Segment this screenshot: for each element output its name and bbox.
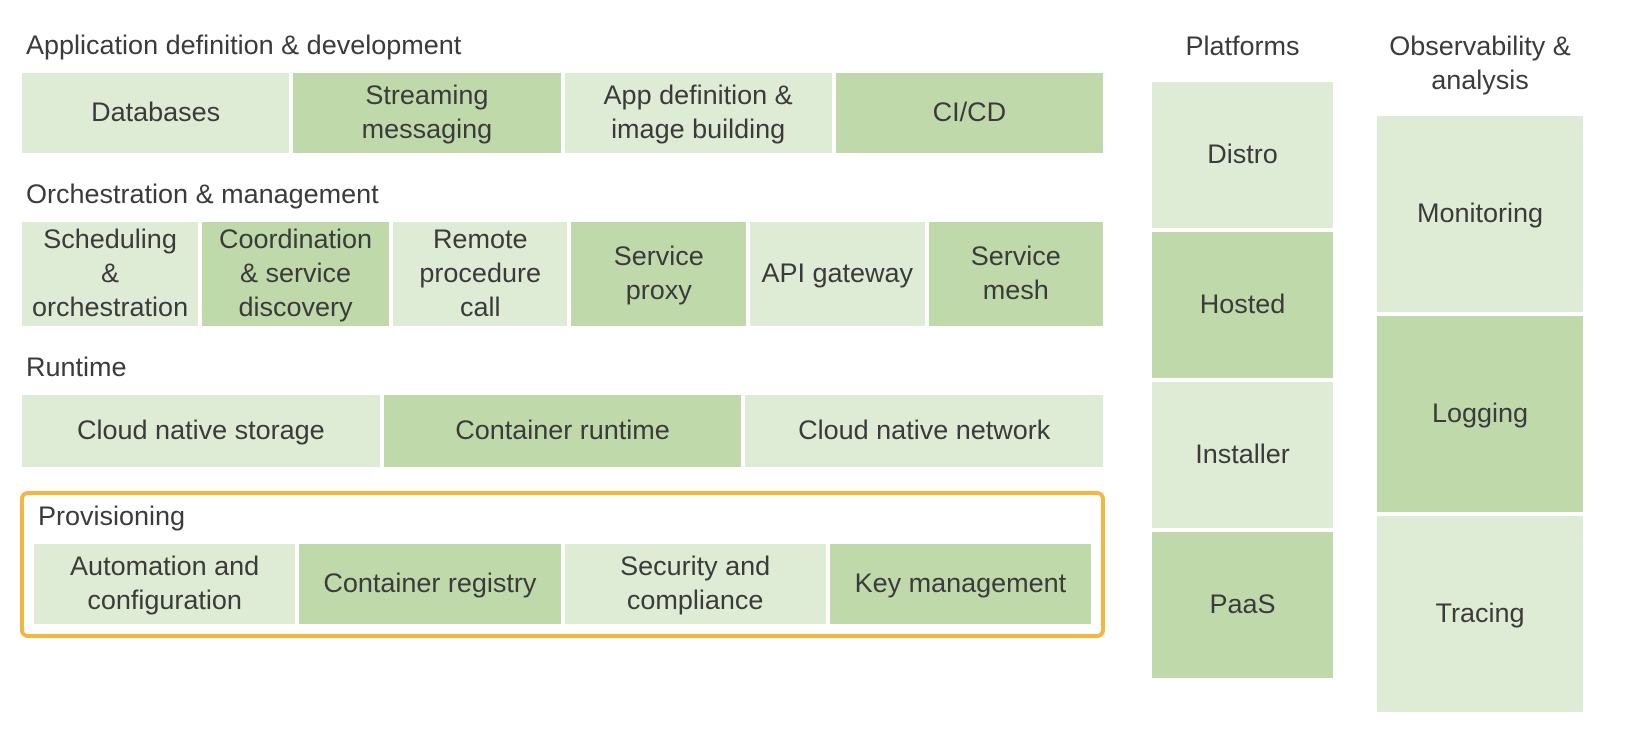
section: Runtime Cloud native storageContainer run… (20, 352, 1105, 469)
section-title: Application definition & development (26, 30, 1105, 61)
cell: Security and compliance (563, 542, 828, 626)
section-row: DatabasesStreaming messagingApp definiti… (20, 71, 1105, 155)
cell: Scheduling & orchestration (20, 220, 200, 328)
left-column: Application definition & development Data… (20, 30, 1105, 718)
cell: API gateway (748, 220, 927, 328)
vertical-cell: Hosted (1150, 230, 1335, 380)
vertical-column: Observability & analysis MonitoringLoggin… (1375, 30, 1585, 718)
vertical-cell: Installer (1150, 380, 1335, 530)
section-title: Runtime (26, 352, 1105, 383)
cell: Container registry (297, 542, 562, 626)
vertical-cell: Logging (1375, 314, 1585, 514)
section-title: Orchestration & management (26, 179, 1105, 210)
cell: Container runtime (382, 393, 744, 469)
cell: Cloud native storage (20, 393, 382, 469)
vertical-stack: DistroHostedInstallerPaaS (1150, 80, 1335, 680)
vertical-cell: Distro (1150, 80, 1335, 230)
vertical-cell: Monitoring (1375, 114, 1585, 314)
section: Application definition & development Data… (20, 30, 1105, 155)
vertical-column-title: Observability & analysis (1375, 30, 1585, 98)
vertical-column-title: Platforms (1150, 30, 1335, 64)
section: Orchestration & management Scheduling & o… (20, 179, 1105, 328)
cell: Streaming messaging (291, 71, 562, 155)
vertical-stack: MonitoringLoggingTracing (1375, 114, 1585, 714)
cell: Databases (20, 71, 291, 155)
right-columns: PlatformsDistroHostedInstallerPaaSObserv… (1150, 30, 1585, 718)
vertical-column: Platforms DistroHostedInstallerPaaS (1150, 30, 1335, 718)
section-row: Automation and configurationContainer re… (32, 542, 1093, 626)
cell: Service proxy (569, 220, 748, 328)
cell: App definition & image building (563, 71, 834, 155)
cell: Cloud native network (743, 393, 1105, 469)
cell: CI/CD (834, 71, 1105, 155)
diagram-canvas: Application definition & development Data… (0, 0, 1634, 738)
vertical-cell: PaaS (1150, 530, 1335, 680)
section-title: Provisioning (38, 501, 1093, 532)
section-row: Scheduling & orchestrationCoordination &… (20, 220, 1105, 328)
cell: Service mesh (927, 220, 1106, 328)
vertical-cell: Tracing (1375, 514, 1585, 714)
cell: Remote procedure call (391, 220, 570, 328)
cell: Automation and configuration (32, 542, 297, 626)
highlighted-section: Provisioning Automation and configuration… (20, 491, 1105, 638)
section-row: Cloud native storageContainer runtimeClo… (20, 393, 1105, 469)
cell: Key management (828, 542, 1093, 626)
cell: Coordination & service discovery (200, 220, 391, 328)
